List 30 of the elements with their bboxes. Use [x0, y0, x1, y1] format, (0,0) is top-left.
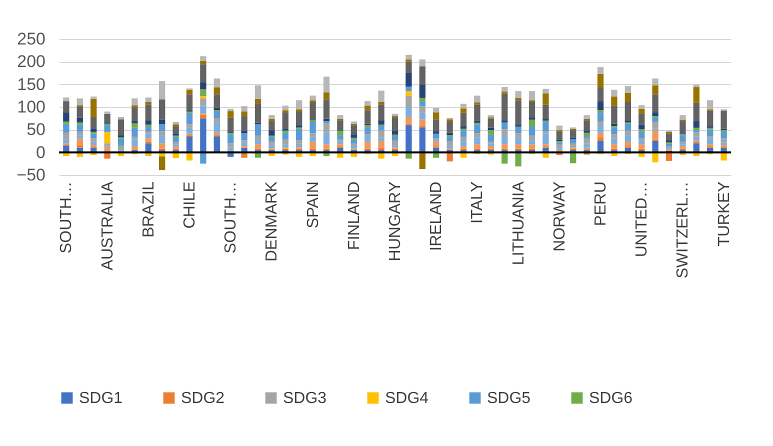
x-tick-label: SOUTH… — [222, 182, 240, 254]
x-tick-label: CHILE — [181, 182, 198, 229]
x-tick-label: NORWAY — [551, 181, 568, 252]
x-tick-label: BRAZIL — [140, 181, 158, 238]
x-tick-label: AUSTRALIA — [99, 181, 116, 270]
y-tick-label: 50 — [26, 120, 46, 140]
x-tick-label: LITHUANIA — [510, 181, 528, 266]
x-tick-label: TURKEY — [716, 181, 733, 246]
legend-label: SDG4 — [385, 390, 429, 407]
legend-label: SDG2 — [181, 390, 225, 407]
x-tick-label: SWITZERL… — [674, 182, 692, 278]
y-tick-label: −50 — [16, 166, 46, 184]
y-tick-label: 250 — [17, 30, 46, 48]
y-tick-label: 100 — [17, 98, 46, 116]
legend-label: SDG6 — [589, 390, 633, 407]
x-tick-label: HUNGARY — [387, 181, 404, 262]
y-tick-label: 0 — [36, 142, 46, 162]
legend-label: SDG3 — [283, 390, 327, 407]
x-tick-label: IRELAND — [428, 182, 446, 251]
x-tick-label: SOUTH… — [58, 182, 76, 254]
legend-label: SDG1 — [79, 390, 123, 407]
x-tick-label: FINLAND — [346, 182, 363, 250]
x-tick-label: DENMARK — [264, 181, 281, 262]
x-tick-label: UNITED… — [634, 182, 651, 258]
x-tick-label: PERU — [592, 182, 610, 226]
legend-label: SDG5 — [487, 390, 531, 407]
x-tick-label: SPAIN — [304, 182, 322, 228]
y-tick-label: 150 — [17, 74, 46, 94]
x-tick-label: ITALY — [469, 181, 486, 224]
y-tick-label: 200 — [17, 52, 46, 72]
